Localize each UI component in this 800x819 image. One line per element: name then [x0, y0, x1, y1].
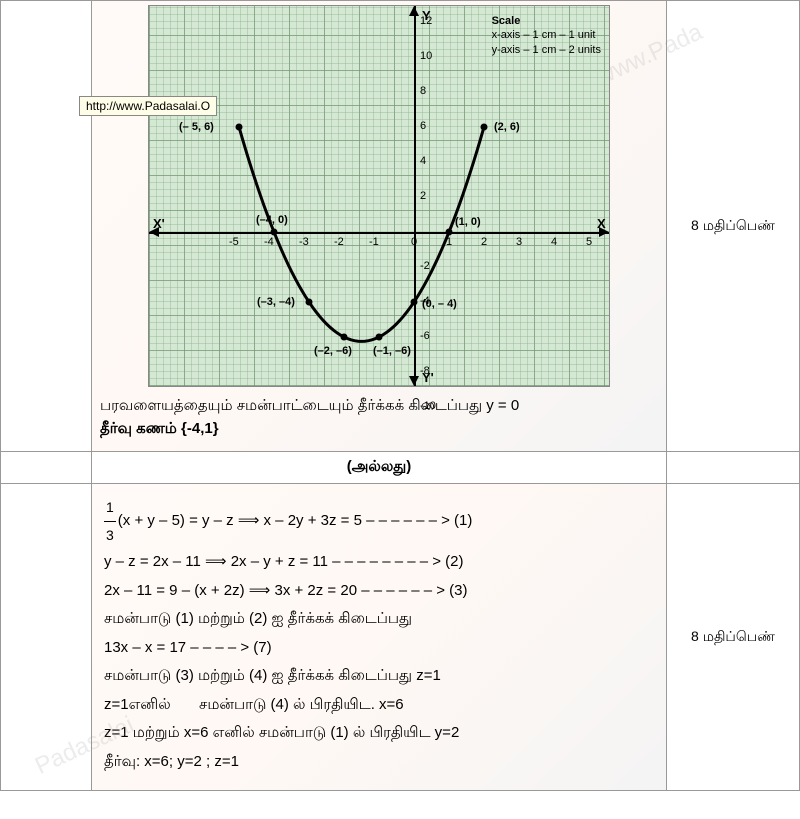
point-label: (–3, –4) [257, 296, 295, 308]
x-tick-0: 0 [411, 236, 417, 248]
solve-line-6: சமன்பாடு (3) மற்றும் (4) ஐ தீர்க்கக் கிட… [104, 662, 658, 691]
x-tick--4: -4 [264, 236, 274, 248]
x-tick-5: 5 [586, 236, 592, 248]
frac-den: 3 [104, 522, 116, 549]
equation-2: y – z = 2x – 11 ⟹ 2x – y + z = 11 – – – … [104, 548, 658, 577]
y-tick-2: 2 [420, 190, 426, 202]
eq1-text: (x + y – 5) = y – z ⟹ x – 2y + 3z = 5 – … [118, 512, 473, 529]
y-tick-10: 10 [420, 50, 432, 62]
solve-line-9: தீர்வு: x=6; y=2 ; z=1 [104, 748, 658, 777]
equation-3: 2x – 11 = 9 – (x + 2z) ⟹ 3x + 2z = 20 – … [104, 577, 658, 606]
x-tick--1: -1 [369, 236, 379, 248]
x-tick-3: 3 [516, 236, 522, 248]
sep-right [667, 452, 799, 483]
point-label: (–1, –6) [373, 345, 411, 357]
worksheet-page: www.Pada http://www.Padasalai.O Scale x-… [0, 0, 800, 791]
solve-line-4: சமன்பாடு (1) மற்றும் (2) ஐ தீர்க்கக் கிட… [104, 605, 658, 634]
data-point [341, 334, 348, 341]
data-point [376, 334, 383, 341]
scale-y-text: y-axis – 1 cm – 2 units [492, 43, 601, 57]
y-tick-6: 6 [420, 120, 426, 132]
y-tick--8: -8 [420, 365, 430, 377]
point-label: (2, 6) [494, 121, 520, 133]
x-tick--2: -2 [334, 236, 344, 248]
math-block: 1 3 (x + y – 5) = y – z ⟹ x – 2y + 3z = … [100, 488, 658, 782]
y-axis [414, 6, 416, 386]
data-point [446, 229, 453, 236]
solve-line-8: z=1 மற்றும் x=6 எனில் சமன்பாடு (1) ல் பி… [104, 719, 658, 748]
axis-label-x: X [597, 216, 606, 231]
point-label: (1, 0) [455, 216, 481, 228]
y-tick-12: 12 [420, 15, 432, 27]
point-label: (–4, 0) [256, 214, 288, 226]
x-tick--3: -3 [299, 236, 309, 248]
arrow-y-down [409, 376, 419, 386]
row-graph: www.Pada http://www.Padasalai.O Scale x-… [1, 1, 799, 452]
l7b: சமன்பாடு (4) ல் பிரதியிட. x=6 [199, 696, 404, 713]
arrow-y-up [409, 6, 419, 16]
data-point [271, 229, 278, 236]
data-point [236, 124, 243, 131]
row1-leftcol [1, 1, 92, 451]
scale-title: Scale [492, 14, 601, 28]
separator-text: (அல்லது) [92, 452, 667, 483]
y-tick-4: 4 [420, 155, 426, 167]
parabola-graph: http://www.Padasalai.O Scale x-axis – 1 … [148, 5, 610, 387]
solve-line-5: 13x – x = 17 – – – – > (7) [104, 634, 658, 663]
point-label: (0, – 4) [422, 298, 457, 310]
data-point [481, 124, 488, 131]
sep-left [1, 452, 92, 483]
x-tick-4: 4 [551, 236, 557, 248]
marks-cell-2: 8 மதிப்பெண் [667, 484, 799, 790]
equation-1: 1 3 (x + y – 5) = y – z ⟹ x – 2y + 3z = … [104, 494, 658, 548]
x-tick-2: 2 [481, 236, 487, 248]
graph-grid [149, 6, 609, 386]
solve-line-7: z=1எனில் சமன்பாடு (4) ல் பிரதியிட. x=6 [104, 691, 658, 720]
row-separator: (அல்லது) [1, 452, 799, 484]
frac-num: 1 [104, 494, 116, 522]
scale-box: Scale x-axis – 1 cm – 1 unit y-axis – 1 … [492, 14, 601, 57]
y-tick-8: 8 [420, 85, 426, 97]
row2-leftcol [1, 484, 92, 790]
scale-x-text: x-axis – 1 cm – 1 unit [492, 28, 601, 42]
axis-label-x-prime: X' [153, 216, 165, 231]
marks-cell-1: 8 மதிப்பெண் [667, 1, 799, 451]
x-tick-1: 1 [446, 236, 452, 248]
y-tick--6: -6 [420, 330, 430, 342]
graph-conclusion-line1: பரவளையத்தையும் சமன்பாட்டையும் தீர்க்கக் … [100, 397, 658, 416]
x-axis [149, 232, 609, 234]
fraction-one-third: 1 3 [104, 494, 116, 548]
graph-conclusion-line2: தீர்வு கணம் {-4,1} [100, 420, 658, 439]
data-point [306, 299, 313, 306]
point-label: (–2, –6) [314, 345, 352, 357]
y-tick--2: -2 [420, 260, 430, 272]
l7a: z=1எனில் [104, 696, 171, 713]
data-point [411, 299, 418, 306]
row-equations: Padasalai 1 3 (x + y – 5) = y – z ⟹ x – … [1, 484, 799, 790]
url-tooltip: http://www.Padasalai.O [79, 96, 217, 116]
x-tick--5: -5 [229, 236, 239, 248]
y-tick--10: -10 [420, 400, 436, 412]
row1-main: www.Pada http://www.Padasalai.O Scale x-… [92, 1, 667, 451]
row2-main: Padasalai 1 3 (x + y – 5) = y – z ⟹ x – … [92, 484, 667, 790]
point-label: (– 5, 6) [179, 121, 214, 133]
